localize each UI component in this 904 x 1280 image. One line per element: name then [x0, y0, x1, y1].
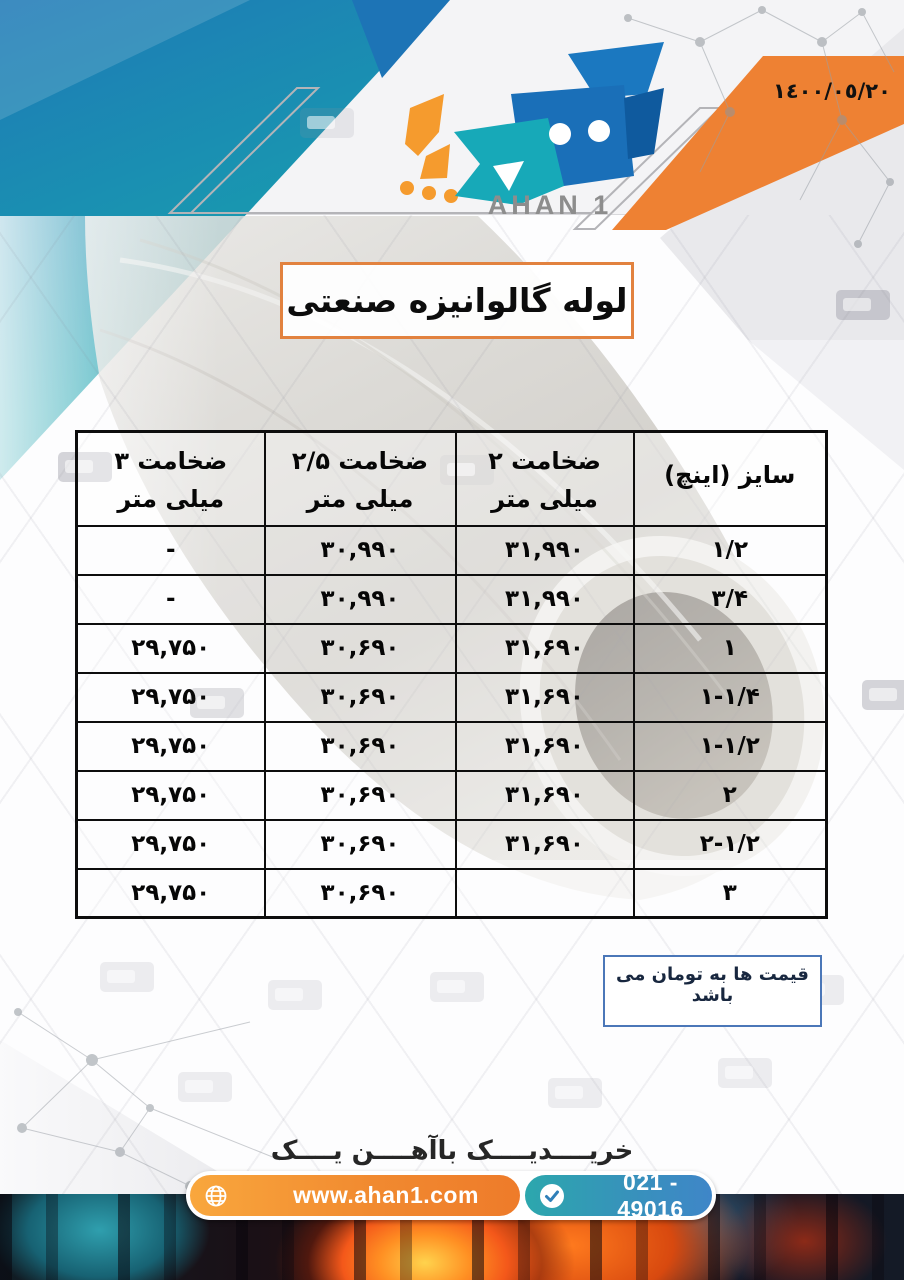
col-header-thickness-2-5: ضخامت ۲/۵ میلی متر — [263, 430, 457, 527]
watermark-logo — [430, 972, 484, 1002]
watermark-logo — [548, 1078, 602, 1108]
cell-price-thickness-2-5: ۳۰,۹۹۰ — [263, 573, 457, 625]
col-header-thickness-3: ضخامت ۳ میلی متر — [75, 430, 266, 527]
logo-yek-orange — [400, 94, 458, 203]
cell-price-thickness-3: ۲۹,۷۵۰ — [75, 671, 266, 723]
watermark-logo — [836, 290, 890, 320]
cell-size: ۱-۱/۲ — [632, 720, 828, 772]
currency-note-box: قیمت ها به تومان می باشد — [603, 955, 822, 1027]
globe-icon — [204, 1184, 228, 1208]
cell-price-thickness-2: ۳۱,۹۹۰ — [454, 573, 635, 625]
watermark-logo — [862, 680, 904, 710]
cell-size: ۲ — [632, 769, 828, 821]
currency-note: قیمت ها به تومان می باشد — [616, 964, 809, 1006]
check-icon — [539, 1183, 565, 1209]
cell-price-thickness-2: ۳۱,۶۹۰ — [454, 622, 635, 674]
page-title: لوله گالوانیزه صنعتی — [286, 281, 628, 320]
watermark-logo — [300, 108, 354, 138]
logo-wordmark: AHAN 1 — [488, 190, 613, 220]
watermark-logo — [100, 962, 154, 992]
slogan-text: خریــــدیــــک باآهــــن یــــک — [270, 1136, 634, 1166]
cell-price-thickness-2-5: ۳۰,۹۹۰ — [263, 524, 457, 576]
cell-price-thickness-3: ۲۹,۷۵۰ — [75, 622, 266, 674]
table-row: ۳/۴ ۳۱,۹۹۰ ۳۰,۹۹۰ - — [75, 573, 828, 625]
cell-price-thickness-3: ۲۹,۷۵۰ — [75, 769, 266, 821]
cell-size: ۳/۴ — [632, 573, 828, 625]
cell-price-thickness-3: - — [75, 573, 266, 625]
watermark-logo — [268, 980, 322, 1010]
cell-price-thickness-2: ۳۱,۶۹۰ — [454, 720, 635, 772]
website-pill[interactable]: www.ahan1.com — [190, 1175, 520, 1216]
phone-pill[interactable]: 021 - 49016 — [525, 1169, 712, 1222]
cell-price-thickness-2-5: ۳۰,۶۹۰ — [263, 671, 457, 723]
cell-size: ۱/۲ — [632, 524, 828, 576]
cell-price-thickness-2-5: ۳۰,۶۹۰ — [263, 769, 457, 821]
watermark-logo — [178, 1072, 232, 1102]
cell-size: ۱ — [632, 622, 828, 674]
cell-price-thickness-2-5: ۳۰,۶۹۰ — [263, 818, 457, 870]
website-url: www.ahan1.com — [293, 1182, 479, 1208]
ahan1-logo: AHAN 1 — [400, 42, 664, 220]
cell-price-thickness-2: ۳۱,۶۹۰ — [454, 818, 635, 870]
cell-price-thickness-2 — [454, 867, 635, 919]
table-row: ۳ ۳۰,۶۹۰ ۲۹,۷۵۰ — [75, 867, 828, 919]
cell-size: ۱-۱/۴ — [632, 671, 828, 723]
cell-price-thickness-3: ۲۹,۷۵۰ — [75, 818, 266, 870]
col-header-size: سایز (اینچ) — [632, 430, 828, 527]
price-table: سایز (اینچ) ضخامت ۲ میلی متر ضخامت ۲/۵ م… — [75, 430, 828, 919]
cell-size: ۳ — [632, 867, 828, 919]
phone-number: 021 - 49016 — [617, 1168, 684, 1222]
table-row: ۱-۱/۴ ۳۱,۶۹۰ ۳۰,۶۹۰ ۲۹,۷۵۰ — [75, 671, 828, 723]
cell-size: ۲-۱/۲ — [632, 818, 828, 870]
table-header-row: سایز (اینچ) ضخامت ۲ میلی متر ضخامت ۲/۵ م… — [75, 430, 828, 527]
watermark-logo — [718, 1058, 772, 1088]
table-row: ۲ ۳۱,۶۹۰ ۳۰,۶۹۰ ۲۹,۷۵۰ — [75, 769, 828, 821]
col-header-thickness-2: ضخامت ۲ میلی متر — [454, 430, 635, 527]
contact-bar: www.ahan1.com 021 - 49016 — [186, 1169, 716, 1222]
price-table-body: ۱/۲ ۳۱,۹۹۰ ۳۰,۹۹۰ - ۳/۴ ۳۱,۹۹۰ ۳۰,۹۹۰ - … — [75, 524, 828, 919]
cell-price-thickness-2: ۳۱,۶۹۰ — [454, 769, 635, 821]
cell-price-thickness-2-5: ۳۰,۶۹۰ — [263, 720, 457, 772]
cell-price-thickness-3: ۲۹,۷۵۰ — [75, 720, 266, 772]
table-row: ۱-۱/۲ ۳۱,۶۹۰ ۳۰,۶۹۰ ۲۹,۷۵۰ — [75, 720, 828, 772]
cell-price-thickness-3: ۲۹,۷۵۰ — [75, 867, 266, 919]
cell-price-thickness-2-5: ۳۰,۶۹۰ — [263, 622, 457, 674]
logo-ahan-mark — [454, 42, 664, 205]
table-row: ۱/۲ ۳۱,۹۹۰ ۳۰,۹۹۰ - — [75, 524, 828, 576]
table-row: ۱ ۳۱,۶۹۰ ۳۰,۶۹۰ ۲۹,۷۵۰ — [75, 622, 828, 674]
cell-price-thickness-3: - — [75, 524, 266, 576]
slogan-row: خریــــدیــــک باآهــــن یــــک — [0, 1136, 904, 1166]
cell-price-thickness-2: ۳۱,۶۹۰ — [454, 671, 635, 723]
cell-price-thickness-2-5: ۳۰,۶۹۰ — [263, 867, 457, 919]
cell-price-thickness-2: ۳۱,۹۹۰ — [454, 524, 635, 576]
title-box: لوله گالوانیزه صنعتی — [280, 262, 634, 339]
table-row: ۲-۱/۲ ۳۱,۶۹۰ ۳۰,۶۹۰ ۲۹,۷۵۰ — [75, 818, 828, 870]
price-table-wrap: سایز (اینچ) ضخامت ۲ میلی متر ضخامت ۲/۵ م… — [75, 430, 828, 919]
